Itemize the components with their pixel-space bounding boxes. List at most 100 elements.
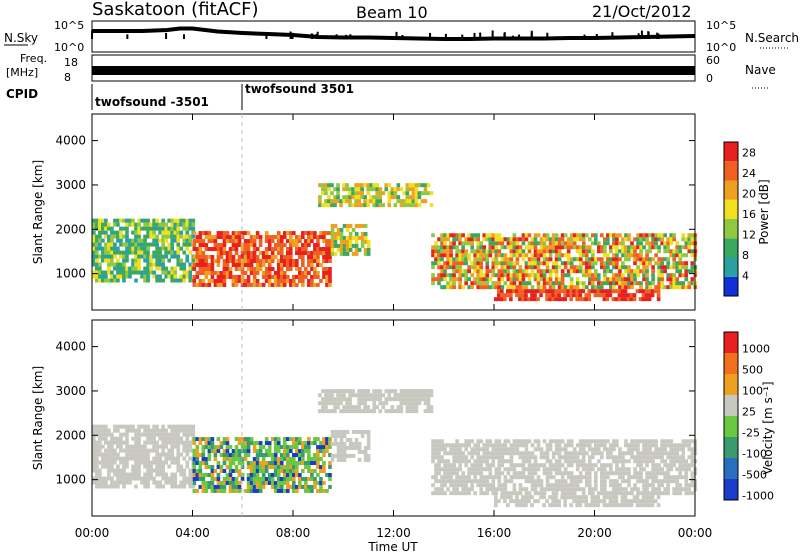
heatmap-cell [417, 389, 422, 394]
heatmap-cell [104, 428, 108, 433]
heatmap-cell [678, 471, 683, 476]
heatmap-cell [313, 270, 317, 275]
heatmap-cell [656, 495, 661, 500]
heatmap-cell [101, 464, 105, 469]
heatmap-cell [609, 269, 613, 274]
heatmap-cell [491, 261, 496, 266]
heatmap-cell [542, 237, 547, 242]
heatmap-cell [545, 293, 549, 298]
heatmap-cell [276, 247, 281, 252]
heatmap-cell [539, 285, 544, 290]
heatmap-cell [467, 439, 471, 444]
heatmap-cell [509, 285, 514, 290]
heatmap-cell [348, 199, 352, 204]
heatmap-cell [684, 475, 689, 480]
heatmap-cell [104, 480, 108, 485]
heatmap-cell [500, 261, 505, 266]
heatmap-cell [366, 203, 370, 208]
heatmap-cell [467, 269, 471, 274]
heatmap-cell [645, 241, 649, 246]
heatmap-cell [506, 479, 511, 484]
heatmap-cell [597, 277, 601, 282]
heatmap-cell [107, 234, 111, 239]
heatmap-cell [291, 278, 296, 283]
heatmap-cell [645, 479, 649, 484]
heatmap-cell [624, 237, 628, 242]
heatmap-cell [503, 269, 508, 274]
heatmap-cell [137, 258, 141, 263]
heatmap-cell [307, 235, 311, 240]
heatmap-cell [560, 281, 565, 286]
heatmap-cell [527, 471, 532, 476]
heatmap-cell [164, 452, 168, 457]
heatmap-cell [131, 452, 135, 457]
heatmap-cell [231, 255, 236, 260]
heatmap-cell [491, 249, 496, 254]
heatmap-cell [222, 270, 227, 275]
heatmap-cell [107, 452, 111, 457]
heatmap-cell [633, 487, 637, 492]
heatmap-cell [675, 245, 680, 250]
heatmap-cell [246, 274, 251, 279]
heatmap-cell [92, 250, 96, 255]
heatmap-cell [167, 250, 171, 255]
heatmap-cell [690, 233, 695, 238]
heatmap-cell [128, 242, 132, 247]
heatmap-cell [437, 451, 441, 456]
heatmap-cell [188, 456, 193, 461]
heatmap-cell [606, 463, 610, 468]
heatmap-cell [590, 285, 595, 290]
heatmap-cell [633, 439, 637, 444]
heatmap-cell [149, 230, 153, 235]
heatmap-cell [437, 249, 441, 254]
heatmap-cell [185, 424, 190, 429]
heatmap-cell [437, 471, 441, 476]
heatmap-cell [310, 266, 314, 271]
heatmap-cell [636, 269, 640, 274]
heatmap-cell [131, 436, 135, 441]
heatmap-cell [228, 255, 233, 260]
heatmap-cell [243, 457, 248, 462]
heatmap-cell [357, 247, 362, 252]
heatmap-cell [285, 461, 290, 466]
heatmap-cell [548, 443, 553, 448]
heatmap-cell [672, 233, 677, 238]
heatmap-cell [92, 440, 96, 445]
heatmap-cell [527, 459, 532, 464]
heatmap-cell [548, 237, 553, 242]
heatmap-cell [597, 285, 601, 290]
heatmap-cell [621, 277, 625, 282]
heatmap-cell [569, 289, 573, 294]
heatmap-cell [560, 289, 564, 294]
heatmap-cell [316, 247, 320, 252]
heatmap-cell [246, 266, 251, 271]
heatmap-cell [237, 235, 242, 240]
heatmap-cell [291, 476, 296, 481]
heatmap-cell [261, 262, 266, 267]
heatmap-cell [146, 456, 150, 461]
heatmap-cell [322, 251, 326, 256]
heatmap-cell [518, 463, 523, 468]
heatmap-cell [597, 491, 601, 496]
heatmap-cell [95, 476, 99, 481]
heatmap-cell [605, 289, 610, 294]
heatmap-cell [179, 258, 184, 263]
heatmap-cell [152, 440, 156, 445]
heatmap-cell [131, 270, 135, 275]
heatmap-cell [152, 456, 156, 461]
heatmap-cell [390, 389, 395, 394]
heatmap-cell [207, 278, 212, 283]
heatmap-cell [339, 409, 343, 414]
heatmap-cell [575, 463, 580, 468]
heatmap-cell [572, 475, 577, 480]
heatmap-cell [125, 460, 129, 465]
heatmap-cell [666, 443, 670, 448]
heatmap-cell [322, 468, 326, 473]
heatmap-cell [557, 237, 562, 242]
heatmap-cell [654, 491, 658, 496]
heatmap-cell [322, 255, 326, 260]
heatmap-cell [149, 460, 153, 465]
heatmap-cell [657, 249, 661, 254]
heatmap-cell [195, 270, 200, 275]
heatmap-cell [554, 257, 559, 262]
